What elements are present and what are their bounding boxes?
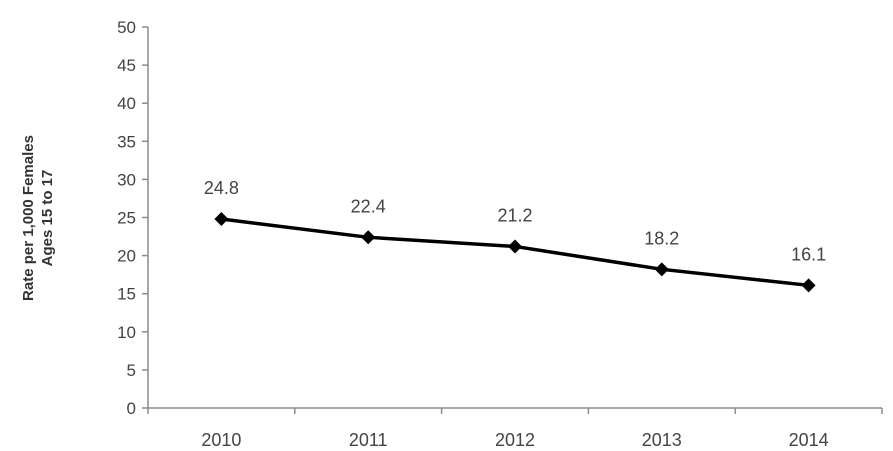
x-tick-label: 2012: [495, 430, 535, 450]
data-point-marker: [801, 278, 816, 293]
y-tick-label: 5: [127, 361, 136, 380]
data-label: 16.1: [791, 244, 826, 264]
y-axis-title: Rate per 1,000 Females Ages 15 to 17: [20, 135, 56, 301]
data-label: 18.2: [644, 228, 679, 248]
series-layer: 24.8 22.4 21.2 18.2 16.1: [204, 178, 826, 293]
data-point-marker: [214, 212, 229, 227]
y-tick-label: 25: [117, 209, 136, 228]
data-label: 21.2: [497, 205, 532, 225]
y-tick-label: 10: [117, 323, 136, 342]
x-tick-label: 2011: [349, 430, 388, 450]
data-point-marker: [361, 230, 376, 245]
x-axis: 2010 2011 2012 2013 2014: [147, 407, 883, 450]
data-point-marker: [508, 239, 522, 254]
data-point-marker: [654, 262, 669, 277]
y-axis-title-line2: Ages 15 to 17: [39, 170, 56, 267]
data-label: 22.4: [351, 196, 386, 216]
x-tick-label: 2013: [642, 430, 682, 450]
x-tick-label: 2014: [789, 430, 829, 450]
y-tick-label: 50: [117, 18, 136, 37]
y-tick-label: 45: [117, 56, 136, 75]
y-tick-label: 35: [117, 132, 136, 151]
y-tick-label: 40: [117, 94, 136, 113]
x-tick-label: 2010: [201, 430, 241, 450]
y-tick-label: 30: [117, 170, 136, 189]
y-tick-label: 20: [117, 247, 136, 266]
y-tick-label: 15: [117, 285, 136, 304]
data-label: 24.8: [204, 178, 239, 198]
y-tick-label: 0: [127, 399, 136, 418]
y-axis-title-line1: Rate per 1,000 Females: [20, 135, 37, 301]
y-axis: 0 5 10 15 20 25 30 35 40 45 50: [117, 18, 149, 418]
